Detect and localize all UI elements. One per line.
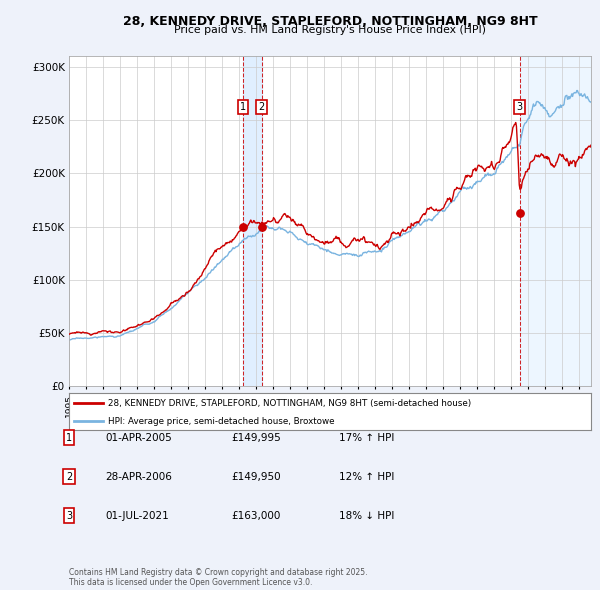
Text: 01-APR-2005: 01-APR-2005 bbox=[105, 433, 172, 442]
Text: 2: 2 bbox=[259, 102, 265, 112]
Text: 28, KENNEDY DRIVE, STAPLEFORD, NOTTINGHAM, NG9 8HT (semi-detached house): 28, KENNEDY DRIVE, STAPLEFORD, NOTTINGHA… bbox=[108, 399, 472, 408]
Text: 28-APR-2006: 28-APR-2006 bbox=[105, 472, 172, 481]
Text: 01-JUL-2021: 01-JUL-2021 bbox=[105, 511, 169, 520]
Text: 28, KENNEDY DRIVE, STAPLEFORD, NOTTINGHAM, NG9 8HT: 28, KENNEDY DRIVE, STAPLEFORD, NOTTINGHA… bbox=[122, 15, 538, 28]
Text: HPI: Average price, semi-detached house, Broxtowe: HPI: Average price, semi-detached house,… bbox=[108, 417, 335, 426]
Text: 17% ↑ HPI: 17% ↑ HPI bbox=[339, 433, 394, 442]
Text: 3: 3 bbox=[517, 102, 523, 112]
Point bbox=[515, 208, 524, 218]
Text: 3: 3 bbox=[66, 511, 72, 520]
Text: Contains HM Land Registry data © Crown copyright and database right 2025.
This d: Contains HM Land Registry data © Crown c… bbox=[69, 568, 367, 587]
Text: £149,950: £149,950 bbox=[231, 472, 281, 481]
Point bbox=[238, 222, 248, 231]
Text: 1: 1 bbox=[240, 102, 247, 112]
Text: 1: 1 bbox=[66, 433, 72, 442]
Point bbox=[257, 222, 266, 231]
Text: 12% ↑ HPI: 12% ↑ HPI bbox=[339, 472, 394, 481]
Text: £149,995: £149,995 bbox=[231, 433, 281, 442]
Bar bbox=[520, 56, 591, 386]
Bar bbox=[243, 56, 262, 386]
Text: 2: 2 bbox=[66, 472, 72, 481]
Text: 18% ↓ HPI: 18% ↓ HPI bbox=[339, 511, 394, 520]
Text: £163,000: £163,000 bbox=[231, 511, 280, 520]
Text: Price paid vs. HM Land Registry's House Price Index (HPI): Price paid vs. HM Land Registry's House … bbox=[174, 25, 486, 35]
